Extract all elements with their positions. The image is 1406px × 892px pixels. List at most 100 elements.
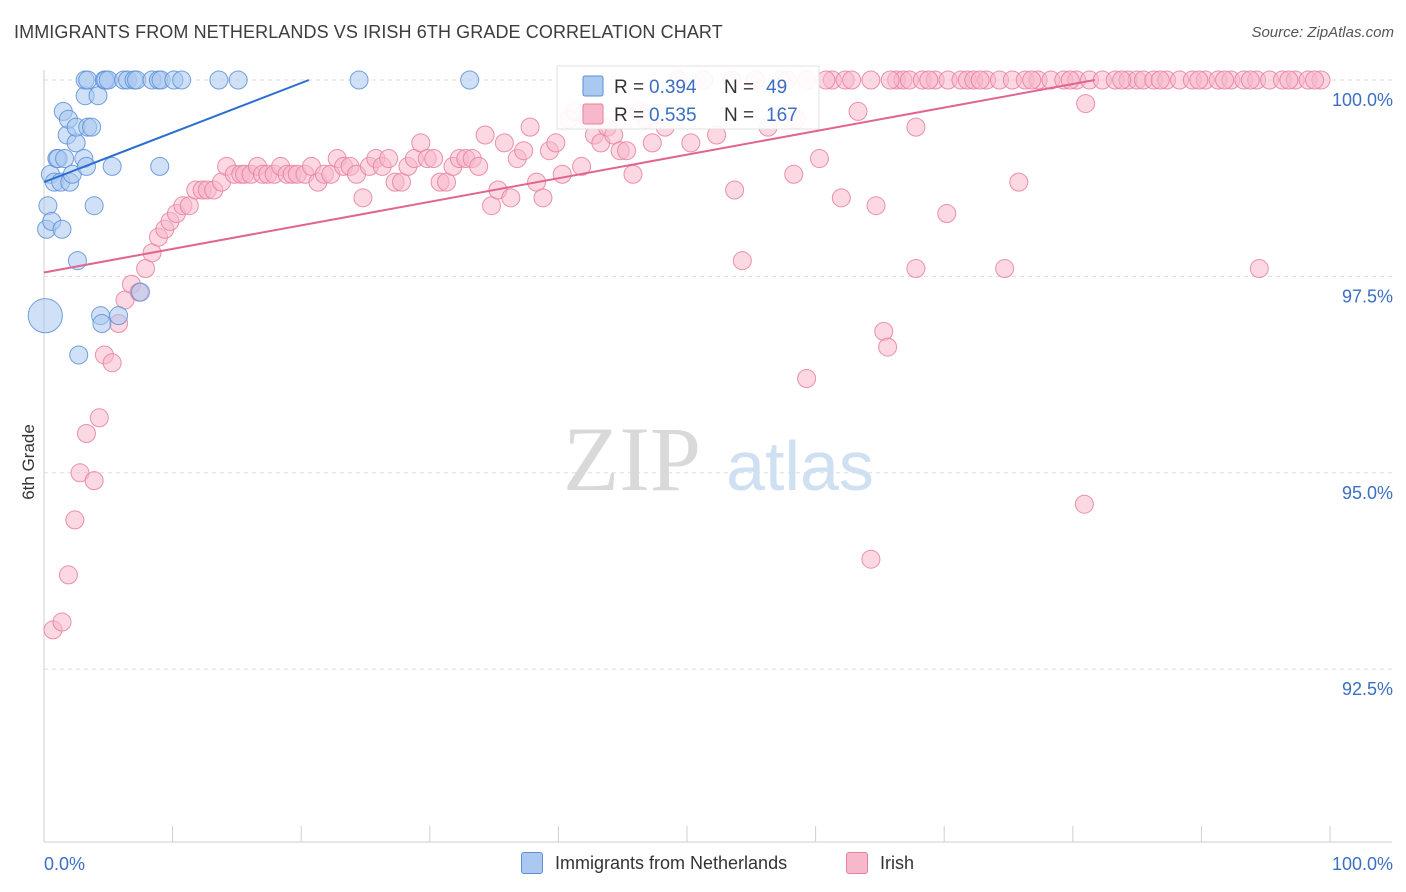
point-netherlands: [38, 196, 58, 216]
y-tick-label: 92.5%: [1342, 679, 1393, 699]
point-irish: [970, 70, 990, 90]
point-irish: [1305, 70, 1325, 90]
stats-r-label: R =: [614, 77, 644, 98]
y-tick-label: 97.5%: [1342, 286, 1393, 306]
point-netherlands: [78, 70, 98, 90]
y-tick-label: 100.0%: [1332, 90, 1393, 110]
legend-swatch-blue: [521, 852, 543, 874]
trendline-netherlands: [43, 79, 310, 184]
point-irish: [623, 164, 643, 184]
y-tick-label: 95.0%: [1342, 483, 1393, 503]
y-axis-label: 6th Grade: [19, 424, 38, 500]
stats-n-value: 167: [766, 105, 798, 126]
point-irish: [848, 101, 868, 121]
stats-n-value: 49: [766, 77, 787, 98]
point-irish: [878, 337, 898, 357]
point-irish: [681, 133, 701, 153]
point-irish: [1112, 70, 1132, 90]
point-irish: [784, 164, 804, 184]
point-netherlands: [69, 345, 89, 365]
point-irish: [76, 424, 96, 444]
point-irish: [842, 70, 862, 90]
point-irish: [514, 141, 534, 161]
point-irish: [546, 133, 566, 153]
point-irish: [552, 164, 572, 184]
point-irish: [906, 259, 926, 279]
point-irish: [572, 156, 592, 176]
stats-r-value: 0.535: [649, 105, 697, 126]
legend-item-irish[interactable]: Irish: [846, 852, 914, 874]
stats-swatch: [582, 75, 604, 97]
point-irish: [732, 251, 752, 271]
point-irish: [861, 70, 881, 90]
point-irish: [995, 259, 1015, 279]
point-irish: [494, 133, 514, 153]
point-irish: [475, 125, 495, 145]
point-irish: [874, 321, 894, 341]
point-irish: [861, 549, 881, 569]
point-netherlands: [460, 70, 480, 90]
point-irish: [1279, 70, 1299, 90]
point-netherlands: [52, 219, 72, 239]
point-netherlands: [109, 306, 129, 326]
point-irish: [725, 180, 745, 200]
bottom-legend: Immigrants from Netherlands Irish: [0, 852, 1406, 878]
legend-label-netherlands: Immigrants from Netherlands: [555, 852, 788, 873]
point-irish: [880, 70, 900, 90]
point-irish: [1249, 259, 1269, 279]
data-points: [27, 70, 1331, 640]
trendline-irish: [43, 79, 1095, 274]
point-netherlands: [209, 70, 229, 90]
point-irish: [1074, 494, 1094, 514]
point-irish: [937, 204, 957, 224]
stats-r-label: R =: [614, 105, 644, 126]
point-netherlands: [27, 298, 63, 334]
point-irish: [1189, 70, 1209, 90]
point-irish: [353, 188, 373, 208]
axes: [43, 70, 1392, 843]
legend-item-netherlands[interactable]: Immigrants from Netherlands: [521, 852, 787, 874]
stats-n-label: N =: [724, 77, 754, 98]
watermark-atlas: atlas: [726, 427, 874, 505]
point-irish: [1009, 172, 1029, 192]
point-netherlands: [102, 156, 122, 176]
chart-source: Source: ZipAtlas.com: [1251, 24, 1394, 41]
point-irish: [1240, 70, 1260, 90]
point-irish: [1076, 94, 1096, 114]
point-irish: [379, 149, 399, 169]
point-irish: [65, 510, 85, 530]
trendlines: [43, 79, 1095, 274]
watermark: ZIP atlas: [563, 408, 874, 510]
stats-n-label: N =: [724, 105, 754, 126]
point-netherlands: [55, 149, 75, 169]
chart-title: IMMIGRANTS FROM NETHERLANDS VS IRISH 6TH…: [14, 22, 723, 42]
point-irish: [1022, 70, 1042, 90]
point-irish: [424, 149, 444, 169]
point-irish: [1215, 70, 1235, 90]
legend-label-irish: Irish: [880, 852, 915, 873]
point-irish: [831, 188, 851, 208]
tick-labels: 92.5% 95.0% 97.5% 100.0% 0.0% 100.0% 6th Grade: [19, 90, 1393, 874]
point-irish: [642, 133, 662, 153]
point-irish: [501, 188, 521, 208]
x-tick-label-min: 0.0%: [44, 854, 85, 874]
point-netherlands: [130, 282, 150, 302]
point-netherlands: [228, 70, 248, 90]
point-irish: [816, 70, 836, 90]
point-netherlands: [150, 156, 170, 176]
legend-swatch-pink: [846, 852, 868, 874]
point-irish: [866, 196, 886, 216]
point-netherlands: [84, 196, 104, 216]
point-netherlands: [82, 117, 102, 137]
watermark-zip: ZIP: [563, 408, 701, 510]
point-irish: [809, 149, 829, 169]
stats-swatch: [582, 103, 604, 125]
point-irish: [906, 117, 926, 137]
point-irish: [533, 188, 553, 208]
point-irish: [89, 408, 109, 428]
point-irish: [469, 156, 489, 176]
point-irish: [58, 565, 78, 585]
point-irish: [84, 471, 104, 491]
point-netherlands: [92, 314, 112, 334]
